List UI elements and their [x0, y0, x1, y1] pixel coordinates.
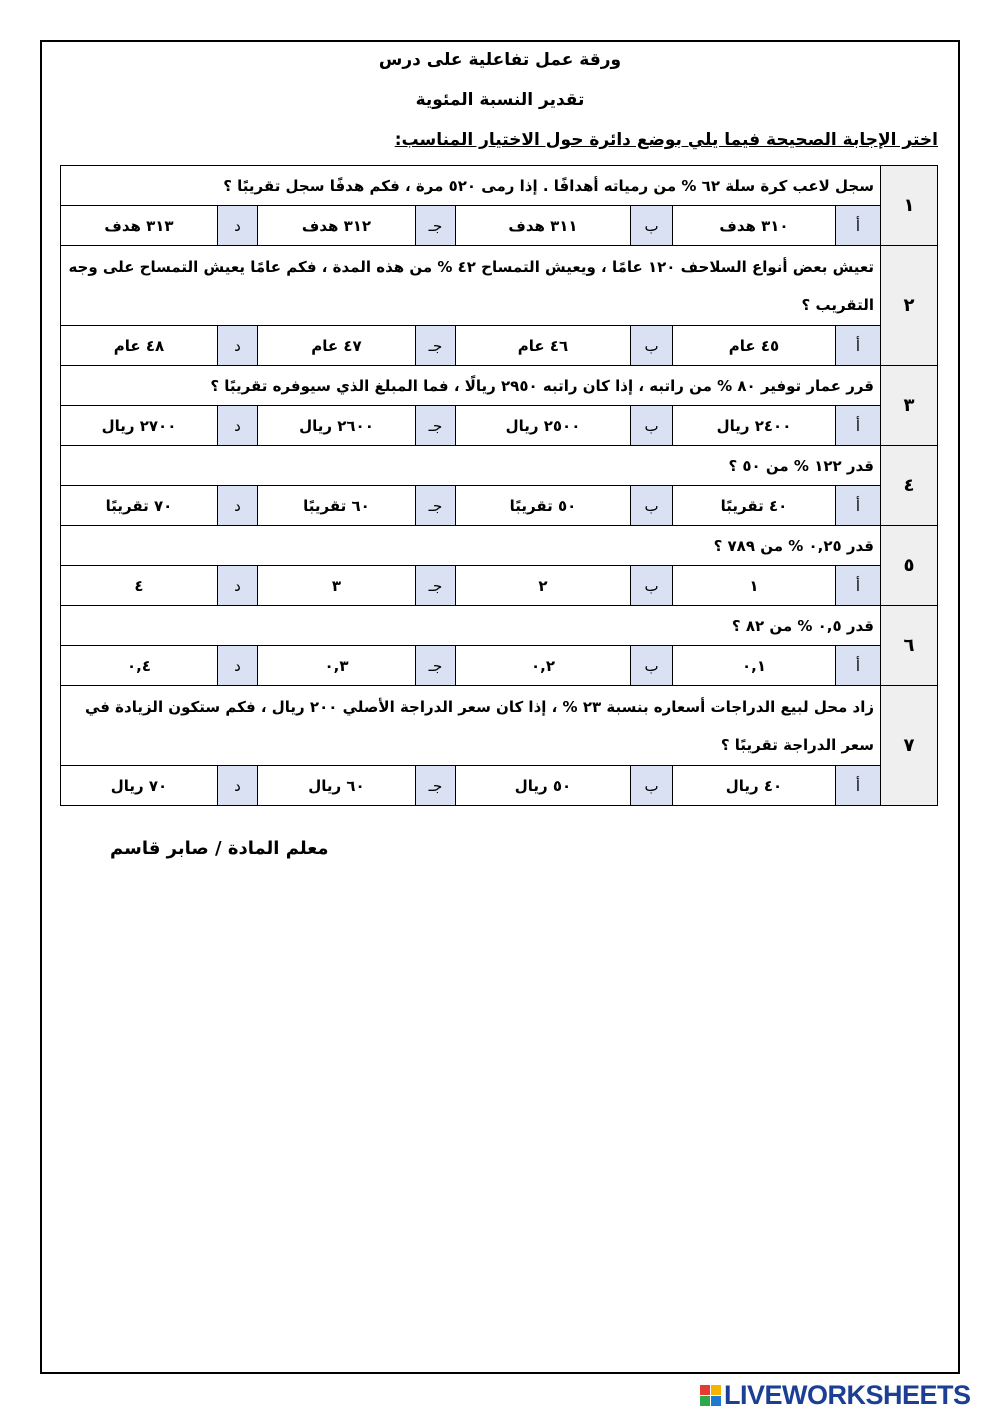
option-letter: ب — [630, 405, 673, 446]
options-row: أ ٠,١ ب ٠,٢ جـ ٠,٣ د ٠,٤ — [60, 645, 938, 686]
answer-option[interactable]: ٠,٢ — [455, 645, 631, 686]
question-text: قدر ٠,٥ % من ٨٢ ؟ — [60, 605, 881, 646]
logo-text: LIVEWORKSHEETS — [724, 1380, 971, 1410]
options-row: أ ٢٤٠٠ ريال ب ٢٥٠٠ ريال جـ ٢٦٠٠ ريال د ٢٧٠٠… — [60, 405, 938, 446]
option-letter: جـ — [415, 405, 456, 446]
answer-option[interactable]: ٧٠ ريال — [60, 765, 218, 806]
option-letter: أ — [835, 325, 881, 366]
questions-table: ١ سجل لاعب كرة سلة ٦٢ % من رمياته أهدافً… — [60, 165, 938, 806]
liveworksheets-logo: LIVEWORKSHEETS — [700, 1380, 971, 1411]
answer-option[interactable]: ٤٨ عام — [60, 325, 218, 366]
option-letter: ب — [630, 325, 673, 366]
answer-option[interactable]: ٠,٤ — [60, 645, 218, 686]
option-letter: ب — [630, 765, 673, 806]
options-row: أ ٣١٠ هدف ب ٣١١ هدف جـ ٣١٢ هدف د ٣١٣ هدف — [60, 205, 938, 246]
answer-option[interactable]: ٤ — [60, 565, 218, 606]
question-row: ١ سجل لاعب كرة سلة ٦٢ % من رمياته أهدافً… — [60, 165, 938, 246]
answer-option[interactable]: ٣١٣ هدف — [60, 205, 218, 246]
question-row: ٦ قدر ٠,٥ % من ٨٢ ؟ — [60, 605, 938, 686]
answer-option[interactable]: ٣١٢ هدف — [257, 205, 416, 246]
answer-option[interactable]: ٥٠ ريال — [455, 765, 631, 806]
answer-option[interactable]: ٠,١ — [672, 645, 836, 686]
answer-option[interactable]: ٤٦ عام — [455, 325, 631, 366]
question-row: ٥ قدر ٠,٢٥ % من ٧٨٩ ؟ — [60, 525, 938, 606]
question-number: ٢ — [880, 245, 938, 366]
teacher-signature: معلم المادة / صابر قاسم — [110, 838, 329, 859]
options-row: أ ٤٠ تقريبًا ب ٥٠ تقريبًا جـ ٦٠ تقريبًا د ٧… — [60, 485, 938, 526]
option-letter: أ — [835, 205, 881, 246]
option-letter: جـ — [415, 205, 456, 246]
question-row: ٧ زاد محل لبيع الدراجات أسعاره بنسبة ٢٣ … — [60, 685, 938, 806]
lesson-title: تقدير النسبة المئوية — [415, 90, 585, 110]
answer-option[interactable]: ٤٠ ريال — [672, 765, 836, 806]
answer-option[interactable]: ٣ — [257, 565, 416, 606]
question-row: ٤ قدر ١٢٢ % من ٥٠ ؟ — [60, 445, 938, 526]
question-number: ٤ — [880, 445, 938, 526]
question-text: قدر ١٢٢ % من ٥٠ ؟ — [60, 445, 881, 486]
answer-option[interactable]: ٢٦٠٠ ريال — [257, 405, 416, 446]
option-letter: د — [217, 485, 258, 526]
options-row: أ ٤٠ ريال ب ٥٠ ريال جـ ٦٠ ريال د ٧٠ ريال — [60, 765, 938, 806]
question-text: قرر عمار توفير ٨٠ % من راتبه ، إذا كان ر… — [60, 365, 881, 406]
option-letter: أ — [835, 405, 881, 446]
option-letter: د — [217, 205, 258, 246]
answer-option[interactable]: ٦٠ ريال — [257, 765, 416, 806]
question-text: زاد محل لبيع الدراجات أسعاره بنسبة ٢٣ % … — [60, 685, 881, 766]
option-letter: أ — [835, 645, 881, 686]
question-text: سجل لاعب كرة سلة ٦٢ % من رمياته أهدافًا … — [60, 165, 881, 206]
option-letter: جـ — [415, 765, 456, 806]
option-letter: د — [217, 765, 258, 806]
option-letter: د — [217, 405, 258, 446]
answer-option[interactable]: ٤٥ عام — [672, 325, 836, 366]
answer-option[interactable]: ٠,٣ — [257, 645, 416, 686]
option-letter: ب — [630, 565, 673, 606]
question-number: ٣ — [880, 365, 938, 446]
answer-option[interactable]: ٧٠ تقريبًا — [60, 485, 218, 526]
answer-option[interactable]: ٤٠ تقريبًا — [672, 485, 836, 526]
option-letter: ب — [630, 205, 673, 246]
option-letter: جـ — [415, 485, 456, 526]
answer-option[interactable]: ٦٠ تقريبًا — [257, 485, 416, 526]
option-letter: جـ — [415, 565, 456, 606]
option-letter: أ — [835, 565, 881, 606]
answer-option[interactable]: ٢٧٠٠ ريال — [60, 405, 218, 446]
question-row: ٢ تعيش بعض أنواع السلاحف ١٢٠ عامًا ، ويع… — [60, 245, 938, 366]
answer-option[interactable]: ٢٤٠٠ ريال — [672, 405, 836, 446]
answer-option[interactable]: ٣١٠ هدف — [672, 205, 836, 246]
question-number: ٦ — [880, 605, 938, 686]
instruction: اختر الإجابة الصحيحة فيما يلي بوضع دائرة… — [394, 130, 938, 150]
question-text: قدر ٠,٢٥ % من ٧٨٩ ؟ — [60, 525, 881, 566]
answer-option[interactable]: ٢ — [455, 565, 631, 606]
question-number: ٧ — [880, 685, 938, 806]
option-letter: ب — [630, 485, 673, 526]
options-row: أ ٤٥ عام ب ٤٦ عام جـ ٤٧ عام د ٤٨ عام — [60, 325, 938, 366]
worksheet-title: ورقة عمل تفاعلية على درس — [378, 50, 622, 70]
option-letter: أ — [835, 485, 881, 526]
option-letter: د — [217, 325, 258, 366]
answer-option[interactable]: ٢٥٠٠ ريال — [455, 405, 631, 446]
option-letter: أ — [835, 765, 881, 806]
question-number: ٥ — [880, 525, 938, 606]
question-number: ١ — [880, 165, 938, 246]
question-row: ٣ قرر عمار توفير ٨٠ % من راتبه ، إذا كان… — [60, 365, 938, 446]
question-text: تعيش بعض أنواع السلاحف ١٢٠ عامًا ، ويعيش… — [60, 245, 881, 326]
option-letter: جـ — [415, 645, 456, 686]
option-letter: د — [217, 645, 258, 686]
option-letter: د — [217, 565, 258, 606]
logo-icon — [700, 1385, 721, 1406]
option-letter: ب — [630, 645, 673, 686]
answer-option[interactable]: ٤٧ عام — [257, 325, 416, 366]
answer-option[interactable]: ١ — [672, 565, 836, 606]
page-border — [40, 40, 960, 1374]
answer-option[interactable]: ٣١١ هدف — [455, 205, 631, 246]
option-letter: جـ — [415, 325, 456, 366]
answer-option[interactable]: ٥٠ تقريبًا — [455, 485, 631, 526]
